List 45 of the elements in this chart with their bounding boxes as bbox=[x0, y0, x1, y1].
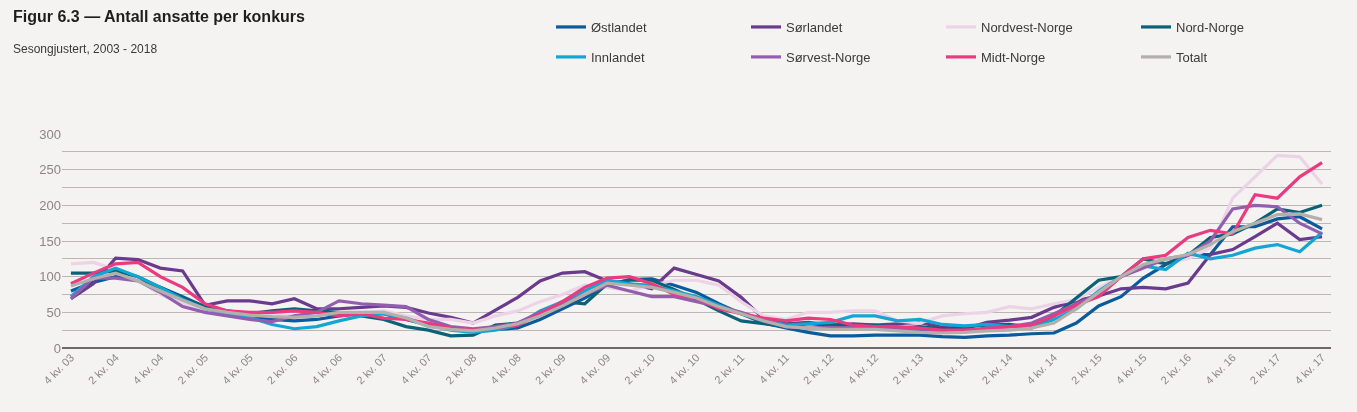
legend-label: Innlandet bbox=[591, 49, 645, 65]
x-tick-label: 2 kv. 14 bbox=[979, 351, 1015, 387]
chart-title: Figur 6.3 — Antall ansatte per konkurs bbox=[13, 8, 306, 25]
x-tick-label: 2 kv. 09 bbox=[532, 351, 568, 387]
chart-subtitle: Sesongjustert, 2003 - 2018 bbox=[13, 42, 158, 56]
x-tick-label: 2 kv. 08 bbox=[443, 351, 479, 387]
x-tick-label: 2 kv. 04 bbox=[85, 351, 121, 387]
y-tick-label: 300 bbox=[39, 126, 61, 142]
legend-label: Sørlandet bbox=[786, 20, 843, 36]
x-tick-label: 4 kv. 07 bbox=[398, 351, 434, 387]
x-tick-label: 4 kv. 13 bbox=[934, 351, 970, 387]
y-tick-label: 150 bbox=[39, 233, 61, 249]
y-tick-label: 250 bbox=[39, 162, 61, 178]
x-tick-label: 4 kv. 15 bbox=[1113, 351, 1149, 387]
x-tick-label: 4 kv. 06 bbox=[309, 351, 345, 387]
x-tick-label: 2 kv. 15 bbox=[1068, 351, 1104, 387]
y-tick-label: 0 bbox=[53, 340, 61, 356]
x-tick-label: 2 kv. 10 bbox=[621, 351, 658, 387]
x-tick-label: 2 kv. 12 bbox=[800, 351, 836, 387]
legend-label: Sørvest-Norge bbox=[786, 49, 871, 65]
x-tick-label: 4 kv. 11 bbox=[756, 351, 792, 386]
legend-label: Østlandet bbox=[591, 20, 648, 36]
x-tick-label: 4 kv. 16 bbox=[1202, 351, 1238, 387]
x-tick-label: 2 kv. 17 bbox=[1247, 351, 1283, 387]
x-tick-label: 4 kv. 08 bbox=[487, 351, 524, 387]
y-tick-label: 50 bbox=[46, 304, 61, 320]
y-tick-label: 100 bbox=[39, 269, 61, 285]
x-tick-label: 4 kv. 14 bbox=[1024, 351, 1060, 387]
x-tick-label: 4 kv. 09 bbox=[577, 351, 613, 387]
x-tick-label: 2 kv. 11 bbox=[711, 351, 747, 386]
legend-label: Nord-Norge bbox=[1176, 20, 1244, 36]
x-tick-label: 4 kv. 12 bbox=[845, 351, 881, 387]
x-tick-label: 4 kv. 04 bbox=[130, 351, 166, 387]
x-tick-label: 4 kv. 10 bbox=[666, 351, 702, 387]
x-tick-label: 4 kv. 17 bbox=[1292, 351, 1328, 387]
x-tick-label: 2 kv. 13 bbox=[890, 351, 926, 387]
legend-label: Totalt bbox=[1176, 49, 1208, 65]
x-tick-label: 2 kv. 06 bbox=[264, 351, 300, 387]
x-tick-label: 4 kv. 05 bbox=[219, 351, 255, 387]
x-tick-label: 2 kv. 05 bbox=[175, 351, 211, 387]
legend-label: Midt-Norge bbox=[981, 49, 1046, 65]
legend-label: Nordvest-Norge bbox=[981, 20, 1073, 36]
x-tick-label: 2 kv. 16 bbox=[1158, 351, 1194, 387]
x-tick-label: 2 kv. 07 bbox=[353, 351, 390, 387]
y-tick-label: 200 bbox=[39, 197, 61, 213]
